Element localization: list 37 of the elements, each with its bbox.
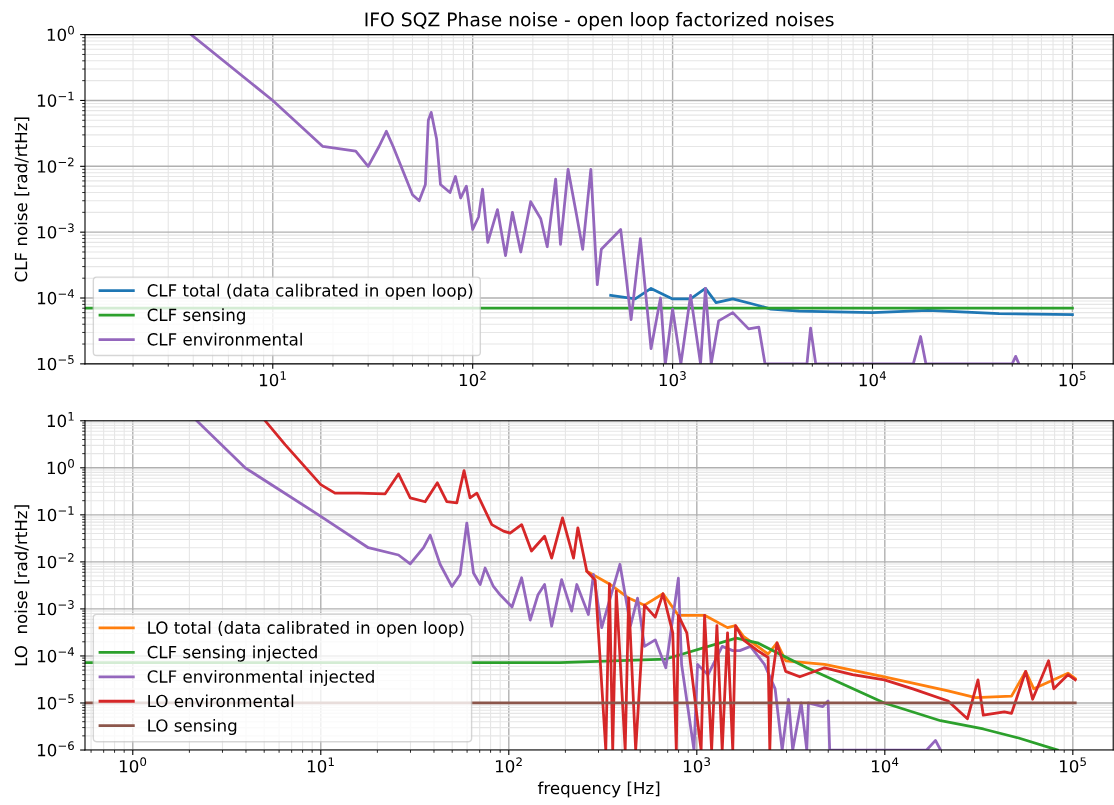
x-tick-label: 10$^{2}$ <box>459 371 486 387</box>
y-tick-label: 10$^{−1}$ <box>37 91 74 107</box>
legend-label: CLF environmental injected <box>147 669 374 687</box>
x-axis-title: frequency [Hz] <box>537 781 660 798</box>
x-tick-label: 10$^{2}$ <box>495 757 522 773</box>
y-tick-label: 10$^{−4}$ <box>37 647 75 663</box>
legend-label: LO sensing <box>148 718 237 736</box>
y-tick-label: 10$^{−2}$ <box>37 553 74 569</box>
x-tick-label: 10$^{0}$ <box>119 757 147 773</box>
y-tick-label: 10$^{0}$ <box>47 25 74 42</box>
x-tick-label: 10$^{3}$ <box>659 371 686 387</box>
x-tick-label: 10$^{1}$ <box>307 757 334 773</box>
legend-label: LO total (data calibrated in open loop) <box>148 621 464 638</box>
y-axis-title: LO noise [rad/rtHz] <box>14 505 30 666</box>
legend-label: CLF sensing injected <box>147 645 317 662</box>
y-tick-label: 10$^{−5}$ <box>37 355 74 371</box>
legend-label: CLF environmental <box>147 332 302 346</box>
y-tick-label: 10$^{0}$ <box>47 458 74 475</box>
y-tick-label: 10$^{−3}$ <box>37 223 74 239</box>
legend-label: CLF sensing <box>147 308 245 325</box>
y-tick-label: 10$^{−2}$ <box>37 157 74 173</box>
x-tick-label: 10$^{4}$ <box>871 757 899 773</box>
x-tick-label: 10$^{4}$ <box>859 371 886 387</box>
y-tick-label: 10$^{−5}$ <box>37 694 74 710</box>
x-tick-label: 10$^{5}$ <box>1059 757 1086 773</box>
x-tick-label: 10$^{1}$ <box>259 371 286 387</box>
x-tick-label: 10$^{3}$ <box>683 757 710 773</box>
y-axis-title: CLF noise [rad/rtHz] <box>14 117 30 282</box>
legend-label: CLF total (data calibrated in open loop) <box>147 283 473 300</box>
y-tick-label: 10$^{−3}$ <box>37 600 74 616</box>
y-tick-label: 10$^{1}$ <box>47 412 74 428</box>
y-tick-label: 10$^{−4}$ <box>37 289 75 305</box>
y-tick-label: 10$^{−6}$ <box>37 741 74 757</box>
x-tick-label: 10$^{5}$ <box>1059 371 1086 387</box>
legend-label: LO environmental <box>148 694 294 708</box>
y-tick-label: 10$^{−1}$ <box>37 506 74 522</box>
chart-title: IFO SQZ Phase noise - open loop factorized noises <box>365 12 834 31</box>
